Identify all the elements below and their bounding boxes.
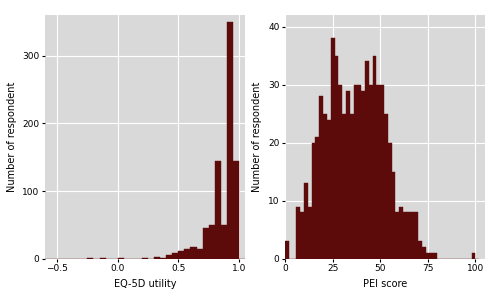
Y-axis label: Number of respondent: Number of respondent: [252, 82, 262, 192]
Bar: [327, 119, 330, 259]
Bar: [380, 85, 384, 259]
Bar: [233, 161, 239, 259]
Bar: [227, 22, 233, 259]
Bar: [88, 258, 94, 259]
Bar: [300, 213, 304, 259]
Bar: [430, 253, 434, 259]
Bar: [172, 253, 178, 259]
Bar: [221, 225, 227, 259]
Bar: [434, 253, 438, 259]
Bar: [118, 258, 124, 259]
Bar: [100, 258, 105, 259]
Bar: [184, 249, 190, 259]
Bar: [214, 161, 221, 259]
Bar: [358, 85, 361, 259]
Bar: [312, 143, 316, 259]
Bar: [376, 85, 380, 259]
Bar: [372, 56, 376, 259]
Bar: [361, 91, 365, 259]
X-axis label: EQ-5D utility: EQ-5D utility: [114, 279, 176, 289]
Bar: [304, 183, 308, 259]
Bar: [472, 253, 476, 259]
Bar: [202, 228, 208, 259]
Bar: [396, 213, 400, 259]
Bar: [285, 241, 289, 259]
Bar: [403, 213, 407, 259]
Bar: [296, 206, 300, 259]
Bar: [410, 213, 414, 259]
Bar: [308, 206, 312, 259]
Bar: [323, 114, 327, 259]
Bar: [330, 38, 334, 259]
Bar: [178, 251, 184, 259]
X-axis label: PEI score: PEI score: [363, 279, 407, 289]
Bar: [384, 114, 388, 259]
Bar: [388, 143, 392, 259]
Bar: [342, 114, 346, 259]
Bar: [154, 257, 160, 259]
Bar: [346, 91, 350, 259]
Bar: [418, 241, 422, 259]
Bar: [350, 114, 354, 259]
Bar: [392, 172, 396, 259]
Bar: [142, 258, 148, 259]
Bar: [320, 96, 323, 259]
Bar: [160, 257, 166, 259]
Bar: [414, 213, 418, 259]
Bar: [422, 247, 426, 259]
Bar: [166, 256, 172, 259]
Bar: [334, 56, 338, 259]
Bar: [338, 85, 342, 259]
Bar: [407, 213, 410, 259]
Bar: [400, 206, 403, 259]
Bar: [316, 137, 320, 259]
Bar: [369, 85, 372, 259]
Y-axis label: Number of respondent: Number of respondent: [6, 82, 16, 192]
Bar: [190, 247, 196, 259]
Bar: [426, 253, 430, 259]
Bar: [365, 61, 369, 259]
Bar: [196, 249, 202, 259]
Bar: [208, 225, 214, 259]
Bar: [354, 85, 358, 259]
